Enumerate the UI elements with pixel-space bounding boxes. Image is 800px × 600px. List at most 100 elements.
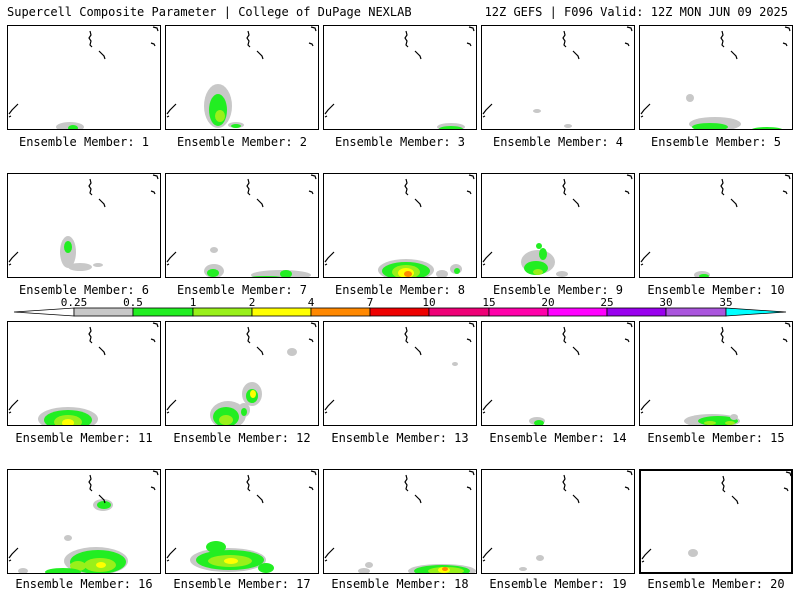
- scp-contour: [280, 270, 292, 277]
- colorbar-swatch: [73, 307, 134, 317]
- scp-contour: [231, 124, 241, 128]
- scp-contour: [219, 415, 233, 425]
- member-9-map: [482, 174, 633, 277]
- ensemble-member-panel-2: [165, 25, 319, 130]
- scp-contour: [45, 568, 81, 573]
- scp-contour: [725, 421, 735, 425]
- ensemble-member-label: Ensemble Member: 2: [176, 135, 308, 149]
- scp-contour: [692, 123, 728, 129]
- ensemble-member-label: Ensemble Member: 11: [15, 431, 153, 445]
- ensemble-member-label: Ensemble Member: 8: [334, 283, 466, 297]
- member-19-map: [482, 470, 633, 571]
- colorbar-max-arrow: [725, 307, 787, 317]
- ensemble-member-panel-20: [639, 469, 793, 574]
- ensemble-member-label: Ensemble Member: 5: [650, 135, 782, 149]
- member-4-map: [482, 26, 633, 128]
- title-left: Supercell Composite Parameter | College …: [7, 5, 412, 19]
- scp-contour: [250, 390, 256, 398]
- colorbar-tick-label: 30: [659, 296, 673, 309]
- scp-contour: [207, 269, 219, 277]
- scp-contour: [686, 94, 694, 102]
- scp-contour: [751, 127, 783, 129]
- scp-contour: [730, 414, 738, 420]
- scp-contour: [365, 562, 373, 568]
- member-1-map: [8, 26, 159, 129]
- ensemble-member-label: Ensemble Member: 20: [647, 577, 785, 591]
- scp-contour: [287, 348, 297, 356]
- scp-contour: [93, 263, 103, 267]
- scp-contour: [97, 501, 111, 509]
- ensemble-member-label: Ensemble Member: 14: [489, 431, 627, 445]
- ensemble-member-panel-8: [323, 173, 477, 278]
- ensemble-member-label: Ensemble Member: 15: [647, 431, 785, 445]
- colorbar-tick-label: 2: [248, 296, 256, 309]
- ensemble-member-label: Ensemble Member: 18: [331, 577, 469, 591]
- ensemble-member-panel-18: [323, 469, 477, 574]
- colorbar-tick-label: 0.25: [60, 296, 88, 309]
- ensemble-member-label: Ensemble Member: 9: [492, 283, 624, 297]
- colorbar-tick-label: 25: [600, 296, 614, 309]
- scp-contour: [241, 408, 247, 416]
- colorbar-tick-label: 10: [422, 296, 436, 309]
- scp-contour: [64, 241, 72, 253]
- colorbar-tick-label: 0.5: [123, 296, 143, 309]
- scp-contour: [206, 541, 226, 553]
- member-20-map: [641, 471, 791, 563]
- scp-contour: [224, 558, 238, 564]
- scp-contour: [534, 420, 544, 425]
- scp-contour: [539, 248, 547, 260]
- ensemble-member-panel-10: [639, 173, 793, 278]
- scp-contour: [454, 268, 460, 274]
- ensemble-member-panel-15: [639, 321, 793, 426]
- title-right: 12Z GEFS | F096 Valid: 12Z MON JUN 09 20…: [484, 5, 788, 19]
- scp-contour: [533, 269, 543, 275]
- ensemble-member-label: Ensemble Member: 10: [647, 283, 785, 297]
- scp-contour: [556, 271, 568, 277]
- scp-contour: [68, 263, 92, 271]
- ensemble-member-label: Ensemble Member: 17: [173, 577, 311, 591]
- colorbar-min-arrow: [13, 307, 75, 317]
- member-10-map: [640, 174, 791, 277]
- member-17-map: [166, 470, 317, 573]
- member-11-map: [8, 322, 159, 425]
- ensemble-member-panel-4: [481, 25, 635, 130]
- colorbar-tick-label: 35: [719, 296, 733, 309]
- member-3-map: [324, 26, 475, 129]
- member-15-map: [640, 322, 791, 425]
- ensemble-member-panel-5: [639, 25, 793, 130]
- ensemble-member-panel-12: [165, 321, 319, 426]
- ensemble-member-label: Ensemble Member: 7: [176, 283, 308, 297]
- member-12-map: [166, 322, 317, 425]
- colorbar-swatch: [132, 307, 194, 317]
- colorbar-tick-label: 15: [482, 296, 496, 309]
- ensemble-member-label: Ensemble Member: 4: [492, 135, 624, 149]
- scp-contour: [688, 549, 698, 557]
- colorbar-swatch: [665, 307, 727, 317]
- scp-contour: [439, 126, 463, 129]
- scp-contour: [536, 243, 542, 249]
- scp-contour: [436, 270, 448, 277]
- ensemble-member-panel-9: [481, 173, 635, 278]
- ensemble-member-label: Ensemble Member: 3: [334, 135, 466, 149]
- ensemble-member-panel-6: [7, 173, 161, 278]
- colorbar-tick-label: 7: [366, 296, 374, 309]
- scp-contour: [215, 110, 225, 122]
- scp-contour: [210, 247, 218, 253]
- ensemble-member-label: Ensemble Member: 12: [173, 431, 311, 445]
- colorbar-tick-label: 4: [307, 296, 315, 309]
- ensemble-member-label: Ensemble Member: 6: [18, 283, 150, 297]
- ensemble-member-panel-17: [165, 469, 319, 574]
- scp-contour: [519, 567, 527, 571]
- scp-contour: [70, 561, 86, 571]
- ensemble-member-panel-13: [323, 321, 477, 426]
- member-6-map: [8, 174, 159, 271]
- colorbar-swatch: [428, 307, 490, 317]
- scp-contour: [564, 124, 572, 128]
- scp-contour: [64, 535, 72, 541]
- member-2-map: [166, 26, 317, 128]
- scp-contour: [404, 271, 412, 277]
- colorbar-tick-label: 20: [541, 296, 555, 309]
- scp-contour: [18, 568, 28, 573]
- scp-contour: [68, 125, 78, 129]
- colorbar-swatch: [547, 307, 608, 317]
